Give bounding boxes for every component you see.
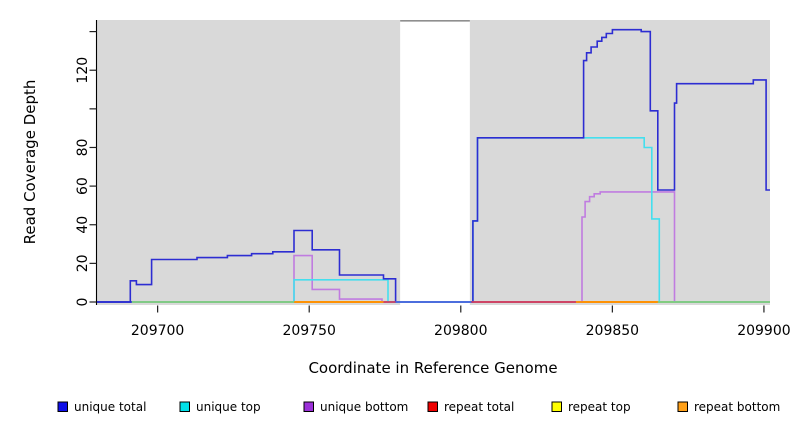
x-tick-label: 209800 — [434, 323, 487, 339]
legend-label: unique bottom — [320, 400, 408, 414]
y-tick-label: 20 — [75, 254, 91, 272]
legend-item-unique-bottom: unique bottom — [303, 400, 408, 414]
legend-swatch — [303, 401, 314, 412]
y-tick-label: 80 — [75, 139, 91, 157]
series-line-unique-total — [97, 28, 770, 303]
y-axis-title: Read Coverage Depth — [21, 80, 39, 245]
x-tick-label: 209900 — [737, 323, 790, 339]
legend-label: unique total — [74, 400, 146, 414]
x-tick-label: 209750 — [282, 323, 335, 339]
x-tick-label: 209700 — [131, 323, 184, 339]
y-tick-label: 40 — [75, 216, 91, 234]
y-tick-label: 60 — [75, 177, 91, 195]
legend-item-repeat-top: repeat top — [551, 400, 631, 414]
x-tick-label: 209850 — [586, 323, 639, 339]
legend-swatch — [57, 401, 68, 412]
legend-item-unique-top: unique top — [179, 400, 261, 414]
legend-label: repeat total — [444, 400, 514, 414]
legend-label: repeat bottom — [694, 400, 780, 414]
series-line-unique-bottom — [97, 191, 770, 303]
legend-item-unique-total: unique total — [57, 400, 146, 414]
legend-swatch — [551, 401, 562, 412]
legend-label: repeat top — [568, 400, 631, 414]
legend-item-repeat-total: repeat total — [427, 400, 514, 414]
legend-item-repeat-bottom: repeat bottom — [677, 400, 780, 414]
legend-swatch — [179, 401, 190, 412]
legend-swatch — [677, 401, 688, 412]
y-tick-label: 0 — [75, 298, 91, 307]
legend-swatch — [427, 401, 438, 412]
legend: unique total unique top unique bottom repea… — [57, 400, 780, 414]
x-axis-title: Coordinate in Reference Genome — [308, 359, 557, 377]
masked-region — [400, 18, 470, 306]
y-tick-label: 120 — [75, 57, 91, 84]
legend-label: unique top — [196, 400, 261, 414]
